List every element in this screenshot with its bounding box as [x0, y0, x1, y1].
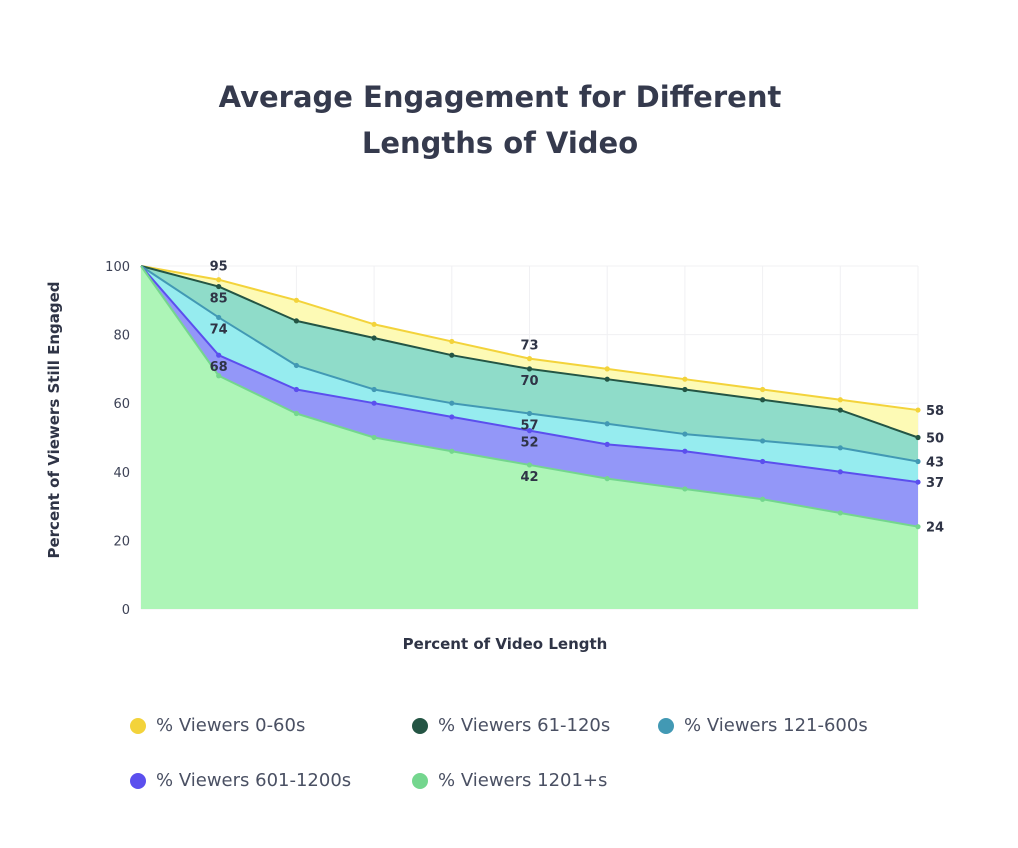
chart-title-line-2: Lengths of Video [361, 126, 639, 160]
series-point [216, 314, 222, 321]
data-label: 68 [210, 360, 228, 375]
series-point [604, 441, 610, 447]
data-label: 43 [926, 456, 944, 471]
series-point [915, 434, 921, 441]
data-label: 74 [210, 322, 228, 337]
y-tick-label: 100 [105, 260, 130, 275]
data-label: 95 [210, 260, 228, 275]
series-point [216, 373, 222, 379]
series-point [526, 462, 533, 468]
series-point [526, 410, 533, 417]
series-point [604, 476, 610, 482]
data-label: 37 [926, 476, 944, 491]
series-point [449, 448, 455, 454]
data-label: 50 [926, 432, 944, 447]
series-point [371, 386, 377, 393]
series-point [293, 362, 299, 369]
series-point [526, 428, 533, 434]
series-point [293, 297, 299, 303]
series-point [837, 407, 843, 413]
series-point [682, 448, 688, 454]
data-label: 85 [210, 292, 228, 307]
series-point [449, 338, 455, 345]
series-point [293, 318, 299, 324]
data-label: 70 [520, 374, 538, 389]
series-point [837, 469, 843, 475]
y-axis-ticks: 0 20 40 60 80 100 [105, 260, 130, 618]
y-tick-label: 20 [113, 534, 130, 549]
series-point [760, 386, 766, 393]
series-point [293, 410, 299, 417]
data-label: 24 [926, 521, 944, 536]
series-point [371, 434, 377, 441]
series-point [526, 356, 533, 362]
series-point [526, 366, 533, 372]
series-point [837, 445, 843, 451]
y-tick-label: 0 [122, 603, 130, 618]
y-tick-label: 60 [113, 397, 130, 412]
series-point [915, 458, 921, 465]
area-band-5 [141, 266, 918, 609]
series-point [760, 397, 766, 403]
series-point [760, 458, 766, 465]
series-point [216, 283, 222, 290]
series-point [837, 510, 843, 516]
data-label: 73 [520, 339, 538, 354]
series-point [449, 414, 455, 420]
y-axis-label: Percent of Viewers Still Engaged [45, 281, 63, 558]
area-band-2 [141, 266, 918, 462]
area-band-4 [141, 266, 918, 527]
series-point [915, 479, 921, 485]
series-point [682, 431, 688, 437]
series-point [449, 352, 455, 358]
area-band-3 [141, 266, 918, 483]
data-labels: 95 85 74 68 73 70 57 52 42 58 50 43 37 24 [210, 260, 944, 536]
series-point [604, 376, 610, 382]
series-point [760, 438, 766, 444]
series-points [216, 277, 921, 530]
data-label: 58 [926, 404, 944, 419]
series-point [216, 277, 222, 283]
series-point [760, 496, 766, 502]
series-point [682, 376, 688, 382]
series-point [371, 400, 377, 406]
y-tick-label: 80 [113, 329, 130, 344]
series-point [604, 421, 610, 427]
series-point [604, 366, 610, 372]
series-point [216, 352, 222, 358]
chart-title-line-1: Average Engagement for Different [218, 80, 782, 114]
series-point [915, 407, 921, 413]
x-axis-label: Percent of Video Length [403, 635, 608, 653]
series-point [915, 524, 921, 530]
chart-title: Average Engagement for Different Lengths… [0, 74, 1000, 166]
series-point [682, 486, 688, 492]
series-point [682, 386, 688, 393]
data-label: 42 [520, 470, 538, 485]
series-point [837, 397, 843, 403]
y-tick-label: 40 [113, 466, 130, 481]
series-point [293, 386, 299, 393]
series-point [371, 335, 377, 341]
data-label: 57 [520, 418, 538, 433]
series-point [371, 321, 377, 327]
series-point [449, 400, 455, 406]
data-label: 52 [520, 436, 538, 451]
